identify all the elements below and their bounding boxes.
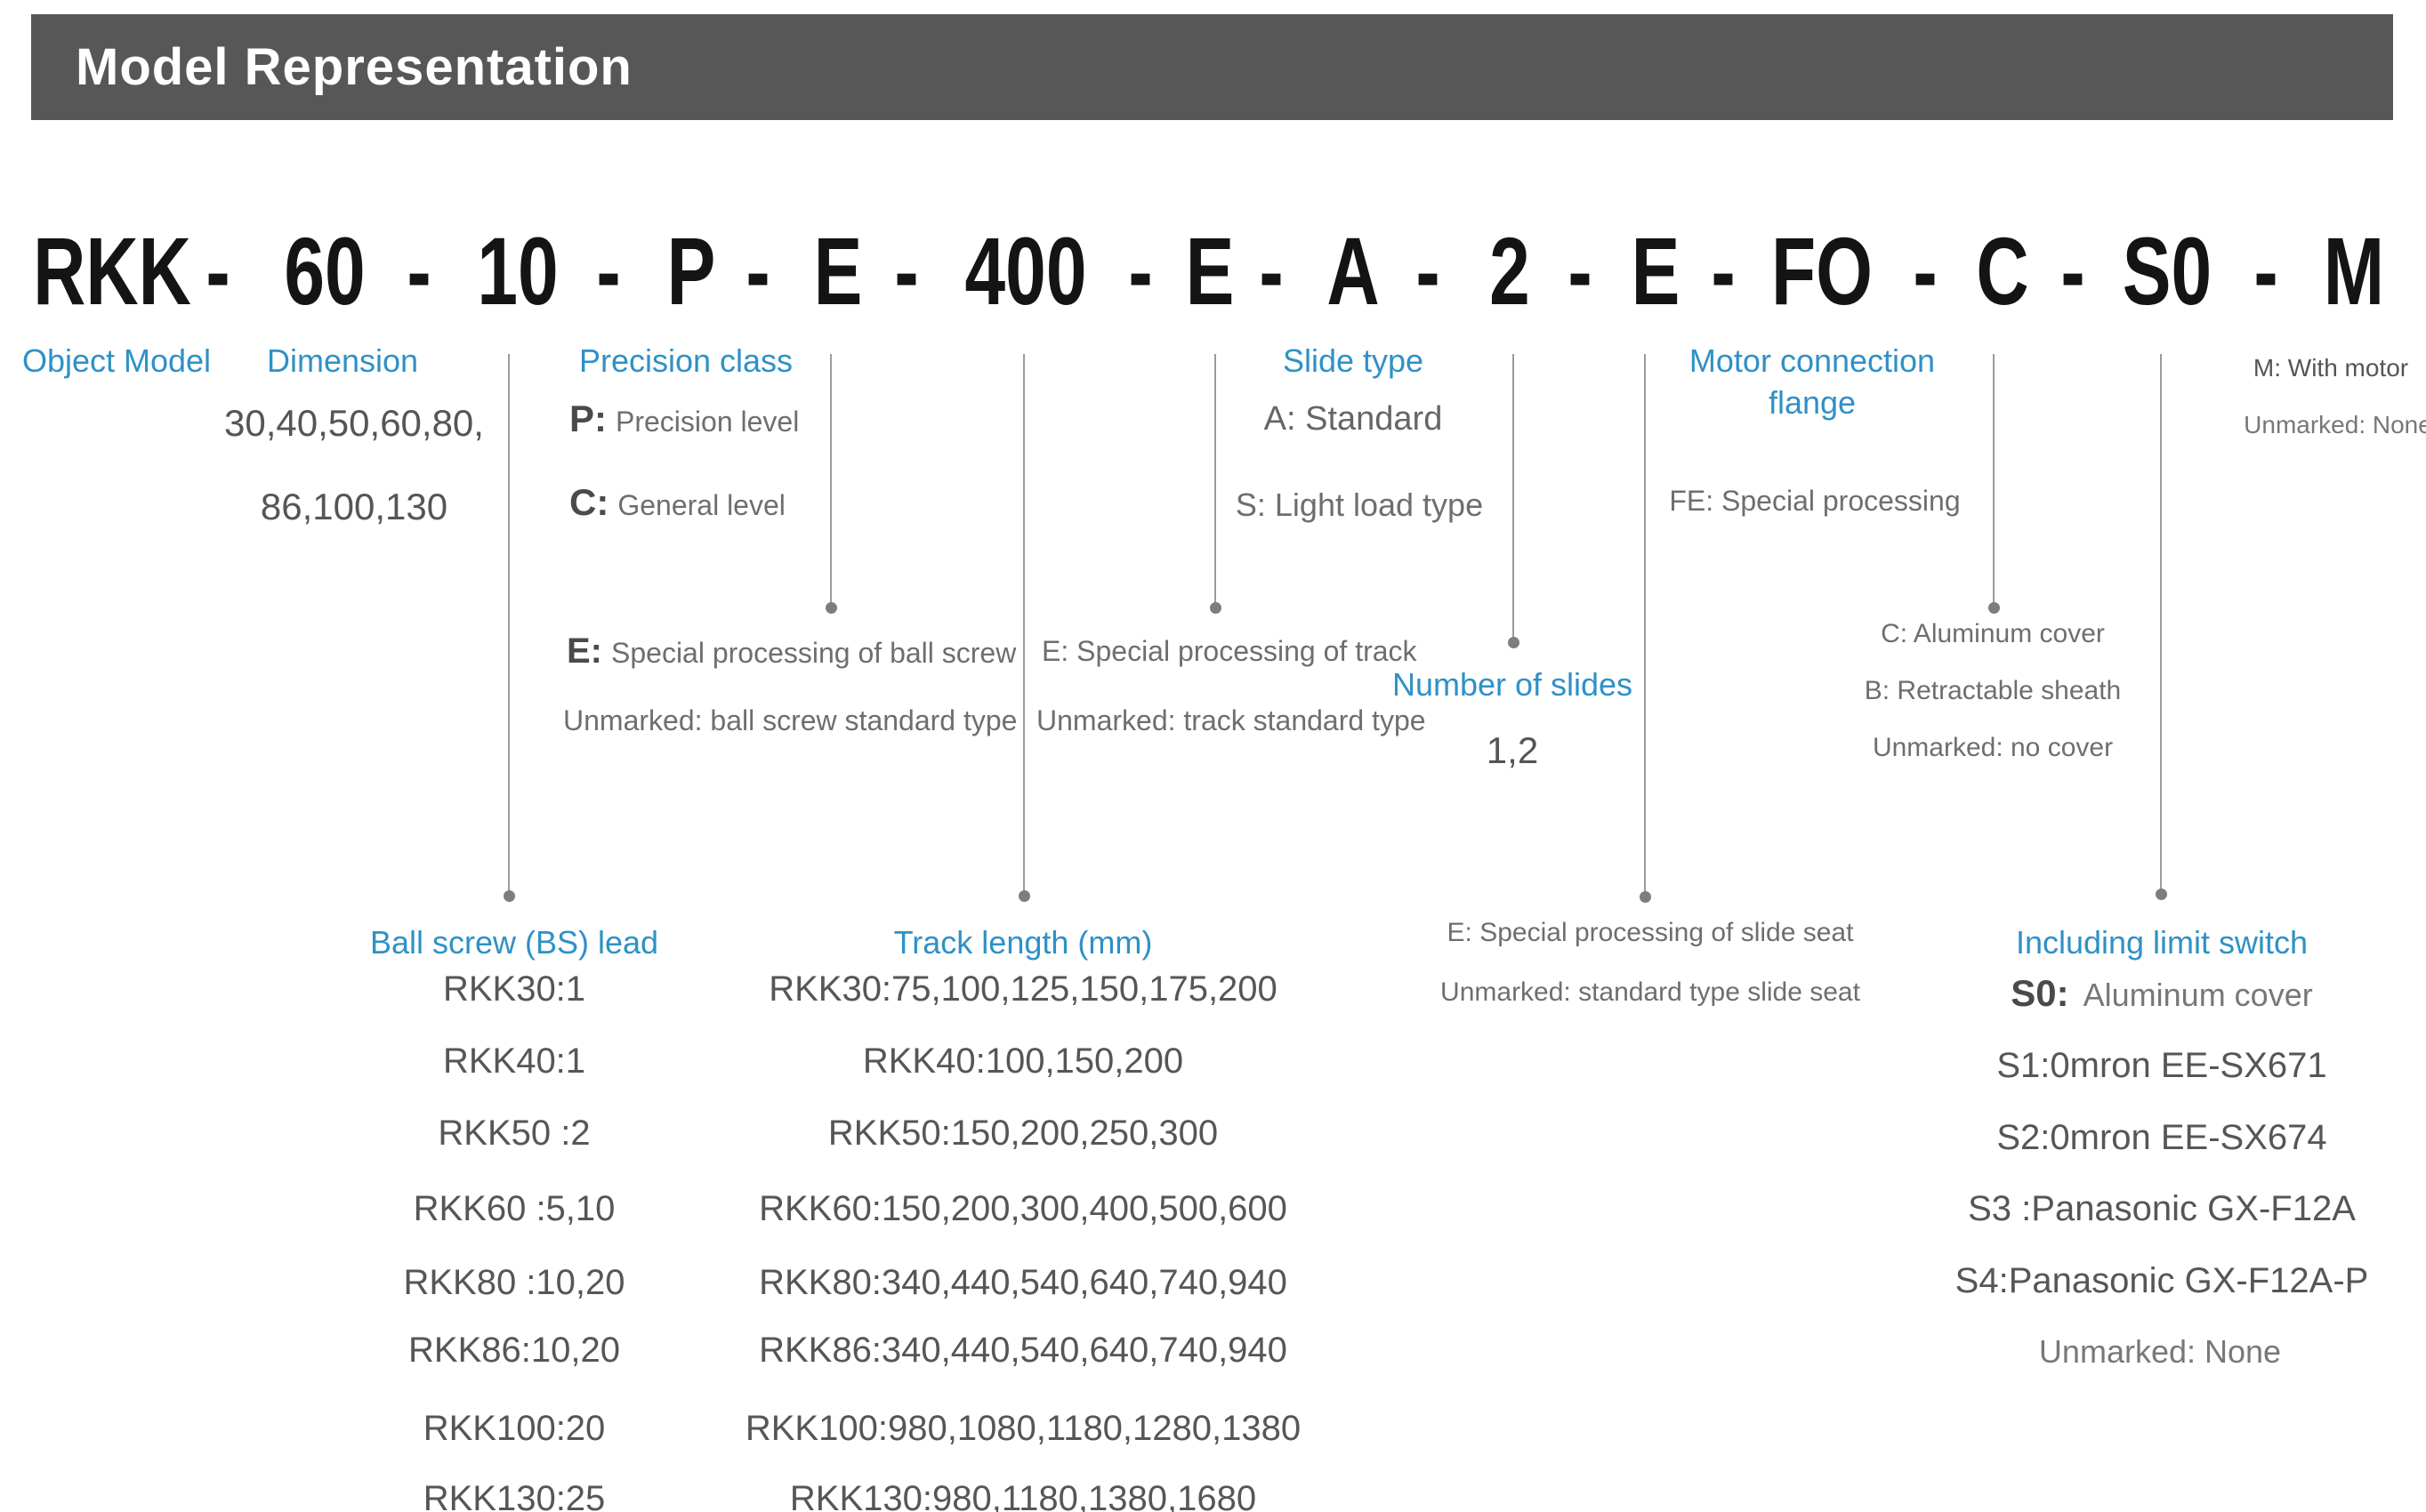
model-code-separator: - (746, 217, 770, 325)
model-code-separator: - (1568, 217, 1592, 325)
callout-line-bs-special (825, 354, 837, 614)
motor-unmarked: Unmarked: None (2244, 411, 2426, 438)
bs-special-desc: Special processing of ball screw (611, 637, 1017, 669)
limit-switch-s0-entry: S0: Aluminum cover (2011, 972, 2312, 1015)
dimension-label: Dimension (266, 342, 419, 379)
limit-switch-item: S2:0mron EE-SX674 (1996, 1118, 2327, 1157)
flange-fe-entry: FE: Special processing (1669, 485, 1961, 517)
model-code-separator: - (1128, 217, 1153, 325)
slide-type-a: A: Standard (1263, 400, 1443, 438)
model-code-segment-dimension: 60 (284, 217, 366, 325)
bs-special-entry: E: Special processing of ball screw (567, 631, 1016, 672)
model-code-separator: - (206, 217, 230, 325)
bs-special-unmarked: Unmarked: ball screw standard type (563, 704, 1018, 736)
callout-line-track-length (1018, 354, 1030, 902)
track-length-item: RKK86:340,440,540,640,740,940 (759, 1331, 1287, 1370)
precision-p-desc: Precision level (616, 406, 800, 438)
bs-lead-item: RKK30:1 (442, 969, 586, 1009)
precision-c-desc: General level (617, 489, 786, 521)
model-code-segment-track-special: E (1185, 217, 1235, 325)
callout-line-seat-special (1639, 354, 1651, 903)
precision-p-key: P: (569, 398, 607, 439)
callout-line-limit-switch (2155, 354, 2167, 900)
model-code-separator: - (2253, 217, 2278, 325)
bs-lead-item: RKK86:10,20 (408, 1331, 620, 1370)
motor-flange-label: Motor connection (1689, 342, 1936, 379)
limit-switch-label: Including limit switch (2015, 924, 2309, 961)
model-code-segment-motor: M (2323, 217, 2385, 325)
callout-line-slide-count (1507, 354, 1519, 648)
model-code-separator: - (2060, 217, 2085, 325)
track-length-item: RKK40:100,150,200 (862, 1042, 1184, 1081)
precision-class-label: Precision class (578, 342, 794, 379)
bs-special-key: E: (567, 631, 602, 671)
bs-lead-label: Ball screw (BS) lead (369, 924, 659, 961)
track-length-item: RKK60:150,200,300,400,500,600 (759, 1189, 1287, 1228)
bs-lead-item: RKK60 :5,10 (413, 1189, 616, 1228)
bs-lead-item: RKK100:20 (423, 1409, 606, 1448)
track-special-entry: E: Special processing of track (1042, 635, 1417, 667)
general-level-entry: C: General level (569, 481, 786, 524)
dimension-values-2: 86,100,130 (260, 486, 448, 527)
callout-line-track-special (1209, 354, 1221, 614)
motor-flange-label-2: flange (1768, 384, 1857, 421)
model-code-segment-seat-special: E (1631, 217, 1680, 325)
model-code-segment-precision: P (666, 217, 716, 325)
limit-switch-s0-key: S0: (2011, 972, 2069, 1014)
model-code-separator: - (1415, 217, 1440, 325)
track-length-item: RKK50:150,200,250,300 (827, 1114, 1219, 1153)
bs-lead-item: RKK40:1 (442, 1042, 586, 1081)
cover-b-entry: B: Retractable sheath (1864, 676, 2122, 705)
number-of-slides-label: Number of slides (1391, 666, 1633, 703)
bs-lead-item: RKK130:25 (423, 1479, 606, 1512)
dimension-values-1: 30,40,50,60,80, (224, 402, 484, 444)
cover-unmarked: Unmarked: no cover (1872, 733, 2114, 762)
track-length-item: RKK80:340,440,540,640,740,940 (759, 1263, 1287, 1302)
model-code-separator: - (1711, 217, 1736, 325)
model-code-separator: - (596, 217, 621, 325)
precision-level-entry: P: Precision level (569, 398, 799, 440)
object-model-label: Object Model (21, 342, 212, 379)
seat-special-entry: E: Special processing of slide seat (1447, 918, 1854, 947)
precision-c-key: C: (569, 481, 609, 523)
callout-line-bs-lead (503, 354, 515, 902)
motor-m-entry: M: With motor (2253, 354, 2409, 382)
slide-type-label: Slide type (1282, 342, 1424, 379)
track-special-unmarked: Unmarked: track standard type (1036, 704, 1426, 736)
model-code-segment-limit-switch: S0 (2122, 217, 2212, 325)
model-code-segment-track-length: 400 (964, 217, 1087, 325)
page-title: Model Representation (76, 38, 633, 96)
model-code-segment-slide-type: A (1326, 217, 1380, 325)
limit-switch-item: S4:Panasonic GX-F12A-P (1955, 1261, 2369, 1300)
track-length-item: RKK130:980,1180,1380,1680 (789, 1479, 1257, 1512)
model-code-separator: - (894, 217, 919, 325)
limit-switch-item: S1:0mron EE-SX671 (1996, 1046, 2327, 1085)
bs-lead-item: RKK80 :10,20 (403, 1263, 625, 1302)
callout-line-cover (1987, 354, 2000, 614)
model-code-segment-slide-count: 2 (1489, 217, 1530, 325)
slide-type-s: S: Light load type (1235, 487, 1484, 523)
limit-switch-item: S3 :Panasonic GX-F12A (1968, 1189, 2356, 1228)
model-code-segment-bs-lead: 10 (477, 217, 559, 325)
cover-c-entry: C: Aluminum cover (1881, 619, 2105, 648)
track-length-item: RKK30:75,100,125,150,175,200 (769, 969, 1277, 1009)
model-code-segment-object-model: RKK (33, 217, 191, 325)
model-code-segment-cover: C (1976, 217, 2029, 325)
track-length-item: RKK100:980,1080,1180,1280,1380 (745, 1409, 1302, 1448)
seat-special-unmarked: Unmarked: standard type slide seat (1440, 977, 1860, 1007)
model-code-separator: - (407, 217, 431, 325)
model-code-segment-bs-special: E (813, 217, 863, 325)
track-length-label: Track length (mm) (893, 924, 1153, 961)
bs-lead-item: RKK50 :2 (438, 1114, 591, 1153)
number-of-slides-values: 1,2 (1486, 729, 1539, 771)
limit-switch-s0-desc: Aluminum cover (2083, 977, 2313, 1013)
header-bar: Model Representation (31, 14, 2393, 120)
limit-switch-unmarked: Unmarked: None (2038, 1333, 2282, 1370)
model-code-separator: - (1259, 217, 1284, 325)
model-code-separator: - (1913, 217, 1938, 325)
model-code-segment-flange: FO (1771, 217, 1873, 325)
